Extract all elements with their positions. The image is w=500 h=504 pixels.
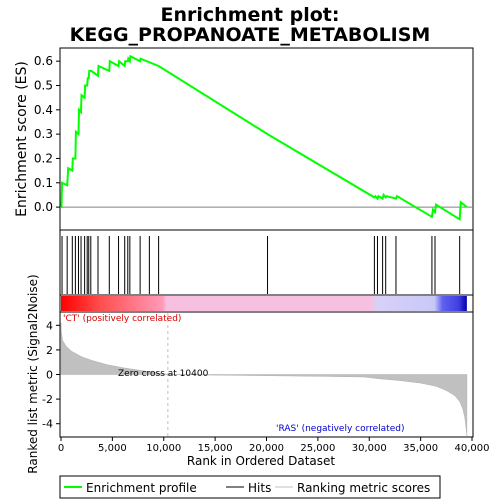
legend-ranking-label: Ranking metric scores [297,481,430,495]
zero-cross-label: Zero cross at 10400 [118,369,209,379]
ranking-ytick-label: -4 [42,418,53,431]
ranking-ytick-label: -2 [42,393,53,406]
enrichment-frame [59,47,474,231]
ranking-xtick-label: 35,000 [403,443,438,454]
positive-correlation-label: 'CT' (positively correlated) [63,314,181,324]
enrichment-ytick-label: 0.5 [34,78,53,92]
enrichment-ylabel: Enrichment score (ES) [14,61,30,217]
enrichment-ytick-label: 0.3 [34,127,53,141]
enrichment-ytick-label: 0.2 [34,151,53,165]
ranking-ytick-label: 0 [46,369,53,382]
enrichment-ytick-label: 0.4 [34,103,53,117]
ranking-ytick-label: 2 [46,344,53,357]
enrichment-ytick-label: 0.0 [34,200,53,214]
legend: Enrichment profile Hits Ranking metric s… [59,475,441,499]
ranking-xtick-label: 25,000 [300,443,335,454]
ranking-metric-area [60,322,468,437]
enrichment-profile-line [60,54,468,222]
enrichment-ytick-label: 0.6 [34,54,53,68]
ranking-xtick-label: 30,000 [352,443,387,454]
legend-frame [59,475,441,499]
ranking-xtick-label: 10,000 [146,443,181,454]
ranking-xtick-label: 5,000 [98,443,127,454]
hits-frame [59,229,474,296]
hits-panel [59,229,474,313]
enrichment-ytick-label: 0.1 [34,176,53,190]
chart-title-line1: Enrichment plot: [161,4,340,26]
enrichment-panel: 0.0 0.1 0.2 0.3 0.4 0.5 0.6 Enrichment score (… [14,47,474,231]
ranking-xtick-label: 40,000 [455,443,490,454]
ranking-ytick-label: 4 [46,319,53,332]
ranking-xtick-label: 0 [58,443,64,454]
ranking-heatbar-gradient [61,296,467,311]
chart-title-line2: KEGG_PROPANOATE_METABOLISM [70,24,431,46]
ranking-xlabel: Rank in Ordered Dataset [187,454,335,468]
legend-enrichment-label: Enrichment profile [86,481,197,495]
ranking-xtick-label: 20,000 [249,443,284,454]
legend-hits-label: Hits [248,481,271,495]
ranking-xtick-label: 15,000 [198,443,233,454]
ranking-ylabel: Ranked list metric (Signal2Noise) [26,274,40,473]
negative-correlation-label: 'RAS' (negatively correlated) [276,424,404,434]
ranking-panel: -4 -2 0 2 4 0 5,000 10,000 15,000 20,000 25,000 30… [26,274,490,473]
